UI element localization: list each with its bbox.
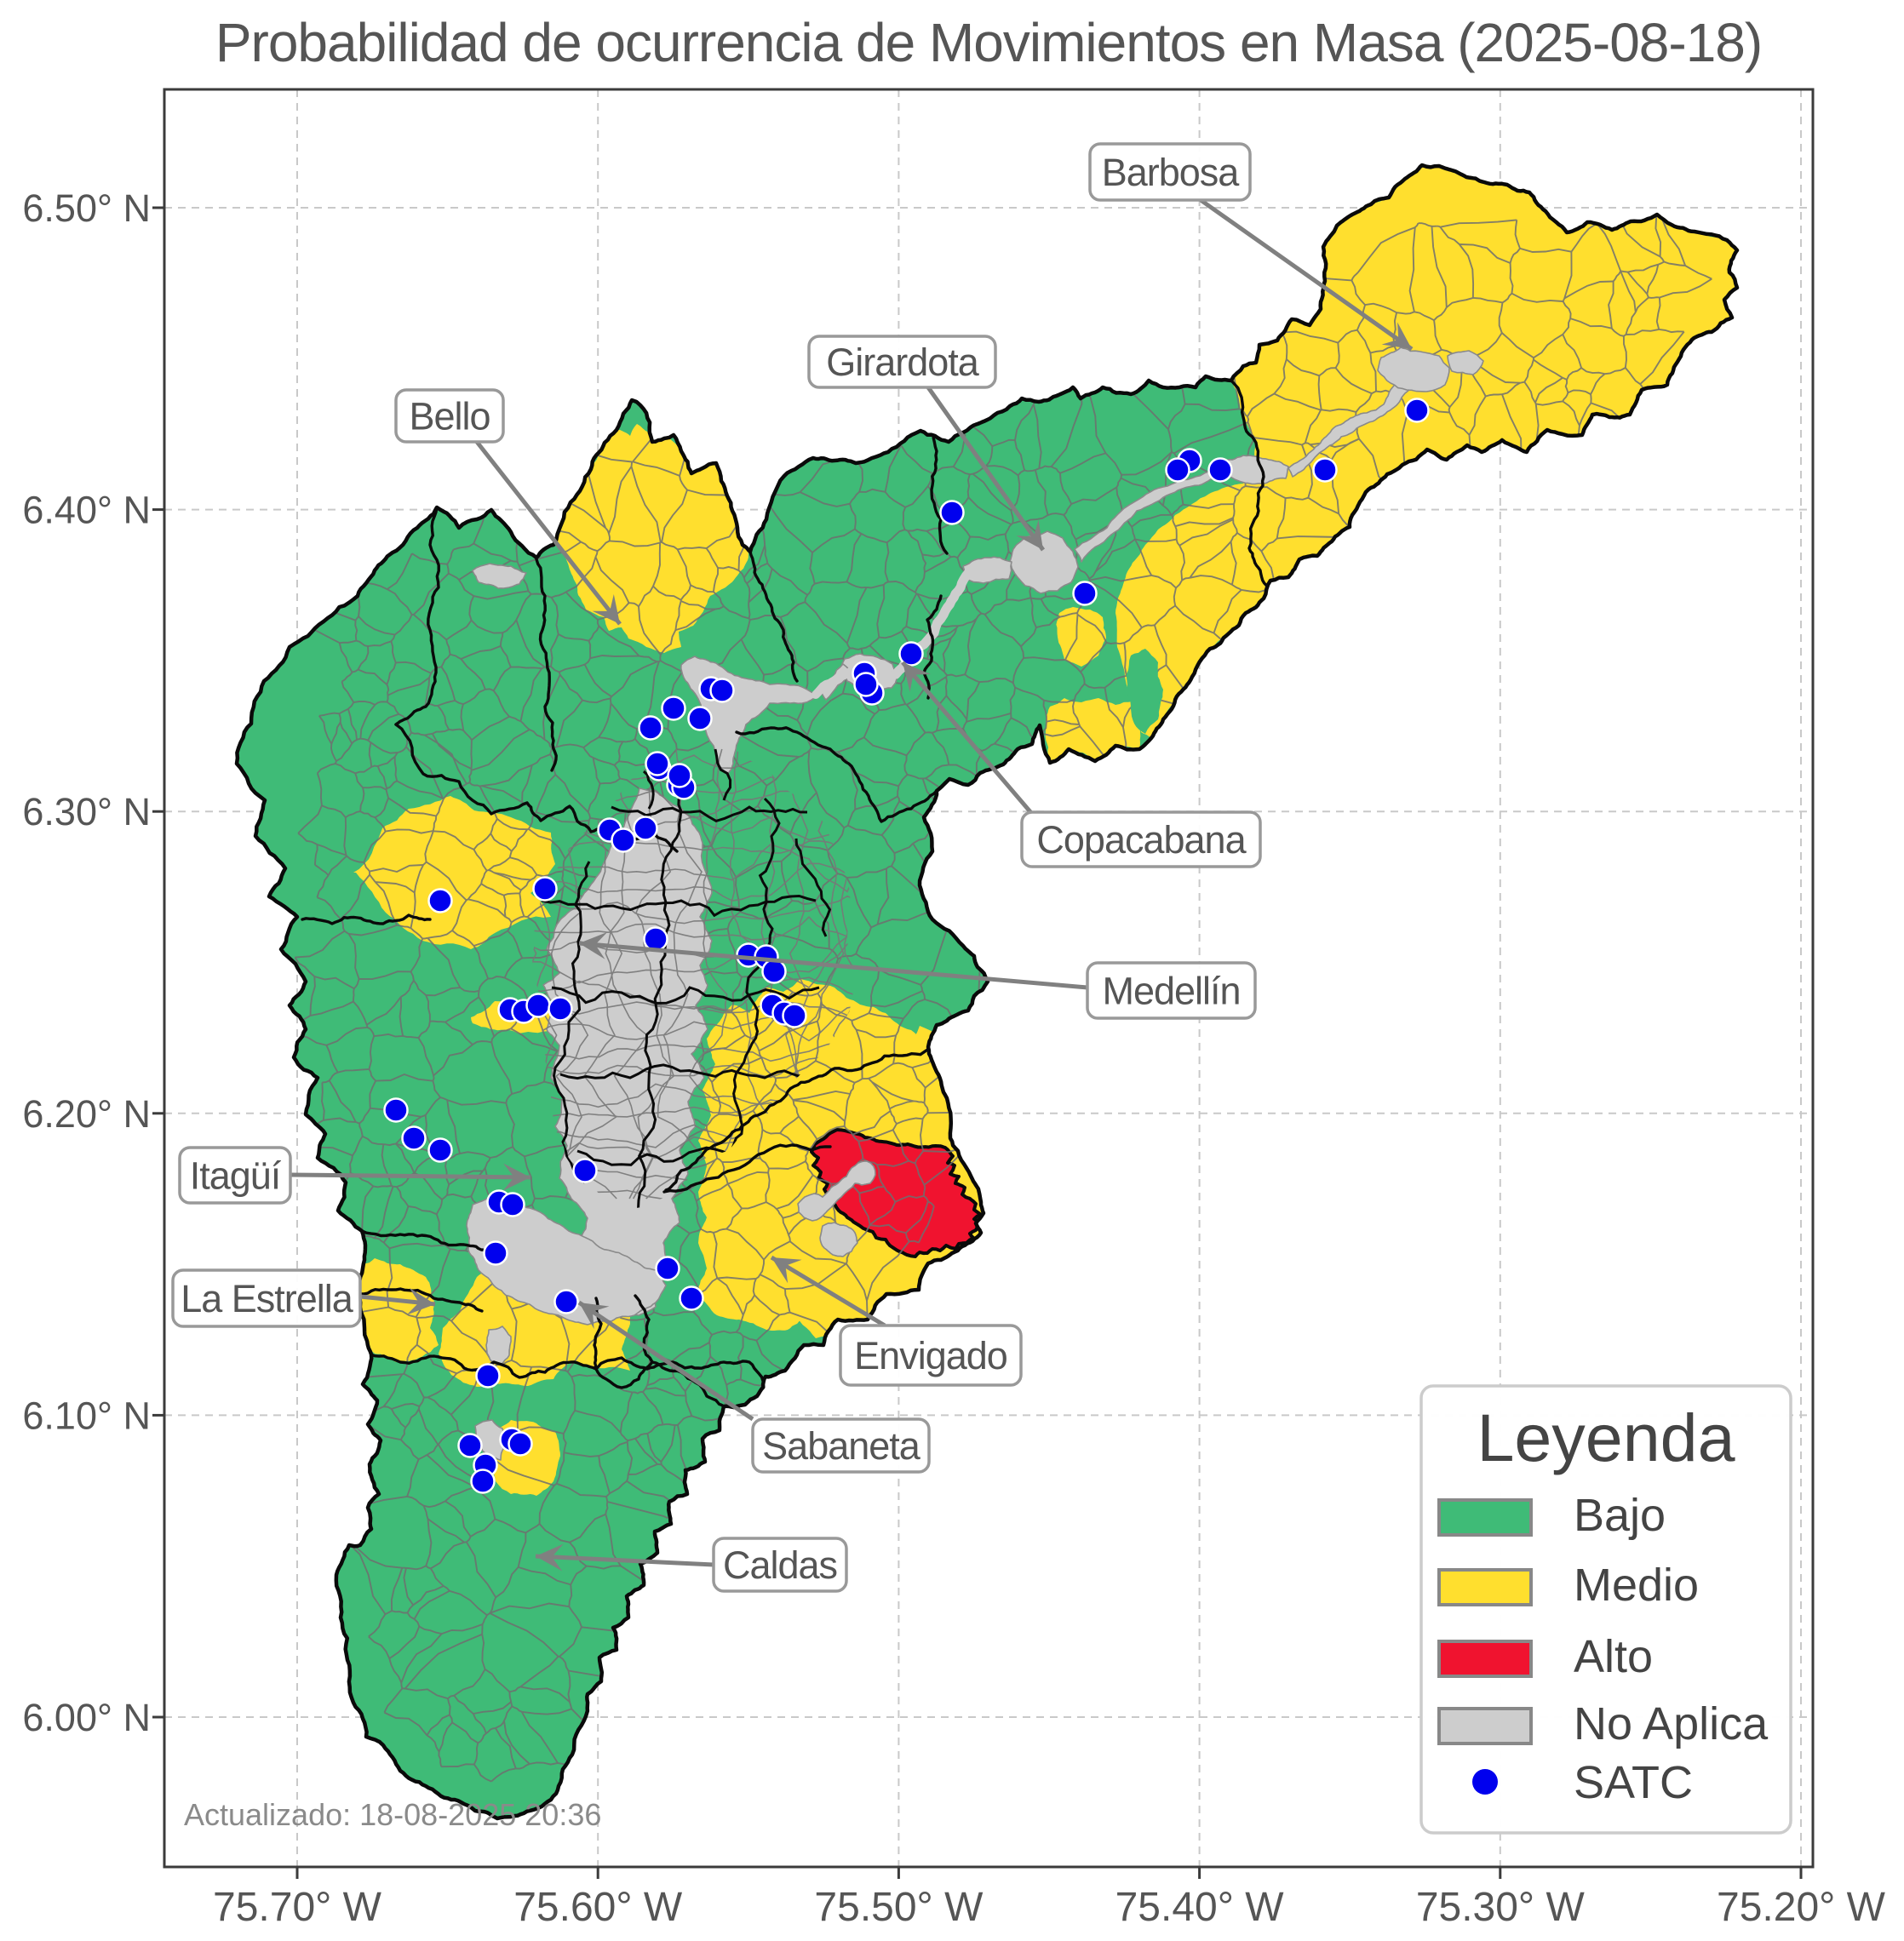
svg-text:6.10° N: 6.10° N (22, 1394, 151, 1437)
svg-text:Sabaneta: Sabaneta (762, 1424, 921, 1468)
svg-text:Bello: Bello (409, 395, 490, 438)
svg-text:Bajo: Bajo (1574, 1490, 1666, 1541)
svg-text:75.40° W: 75.40° W (1115, 1885, 1285, 1930)
svg-text:6.30° N: 6.30° N (22, 790, 151, 833)
svg-text:Girardota: Girardota (826, 341, 980, 384)
svg-text:Itagüí: Itagüí (190, 1154, 282, 1198)
svg-text:Actualizado: 18-08-2025 20:36: Actualizado: 18-08-2025 20:36 (184, 1797, 601, 1832)
svg-text:Caldas: Caldas (723, 1543, 837, 1587)
svg-text:6.50° N: 6.50° N (22, 186, 151, 230)
svg-text:No Aplica: No Aplica (1574, 1698, 1769, 1749)
svg-text:75.30° W: 75.30° W (1416, 1885, 1586, 1930)
svg-text:6.00° N: 6.00° N (22, 1696, 151, 1739)
svg-text:Leyenda: Leyenda (1477, 1400, 1735, 1475)
svg-text:Envigado: Envigado (854, 1334, 1007, 1377)
svg-text:Medellín: Medellín (1102, 970, 1240, 1013)
svg-text:75.70° W: 75.70° W (213, 1885, 382, 1930)
svg-text:Barbosa: Barbosa (1102, 151, 1241, 194)
svg-text:SATC: SATC (1574, 1757, 1693, 1808)
svg-text:6.20° N: 6.20° N (22, 1092, 151, 1136)
svg-text:Copacabana: Copacabana (1036, 818, 1247, 862)
svg-text:Probabilidad de ocurrencia de: Probabilidad de ocurrencia de Movimiento… (215, 12, 1762, 73)
svg-text:6.40° N: 6.40° N (22, 489, 151, 532)
svg-text:Medio: Medio (1574, 1560, 1699, 1611)
svg-text:La Estrella: La Estrella (181, 1277, 354, 1320)
svg-text:Alto: Alto (1574, 1631, 1653, 1682)
svg-text:75.60° W: 75.60° W (513, 1885, 683, 1930)
svg-text:75.50° W: 75.50° W (814, 1885, 984, 1930)
svg-text:75.20° W: 75.20° W (1717, 1885, 1886, 1930)
